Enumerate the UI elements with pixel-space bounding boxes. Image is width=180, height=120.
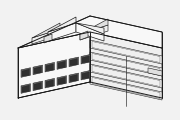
Polygon shape xyxy=(45,62,55,72)
Polygon shape xyxy=(80,19,108,34)
Polygon shape xyxy=(21,68,30,77)
Polygon shape xyxy=(90,76,162,100)
Polygon shape xyxy=(90,40,162,64)
Polygon shape xyxy=(81,54,91,64)
Polygon shape xyxy=(34,83,41,90)
Polygon shape xyxy=(81,70,91,80)
Polygon shape xyxy=(92,53,160,75)
Polygon shape xyxy=(32,23,60,38)
Polygon shape xyxy=(58,77,65,84)
Polygon shape xyxy=(92,77,160,99)
Polygon shape xyxy=(57,60,66,69)
Polygon shape xyxy=(80,25,108,40)
Polygon shape xyxy=(22,85,29,92)
Polygon shape xyxy=(70,59,77,66)
Polygon shape xyxy=(76,23,104,34)
Polygon shape xyxy=(69,57,78,67)
Polygon shape xyxy=(92,41,160,63)
Polygon shape xyxy=(18,16,162,48)
Polygon shape xyxy=(46,80,53,87)
Polygon shape xyxy=(70,75,77,81)
Polygon shape xyxy=(34,66,41,73)
Polygon shape xyxy=(44,34,52,43)
Polygon shape xyxy=(76,23,104,41)
Polygon shape xyxy=(90,52,162,76)
Polygon shape xyxy=(18,32,90,98)
Polygon shape xyxy=(90,32,162,98)
Polygon shape xyxy=(48,17,76,32)
Polygon shape xyxy=(45,78,55,88)
Polygon shape xyxy=(92,65,160,87)
Polygon shape xyxy=(48,23,76,41)
Polygon shape xyxy=(148,68,162,76)
Polygon shape xyxy=(33,81,42,91)
Polygon shape xyxy=(58,61,65,68)
Polygon shape xyxy=(82,72,89,79)
Polygon shape xyxy=(21,84,30,93)
Polygon shape xyxy=(69,73,78,83)
Polygon shape xyxy=(57,76,66,85)
Polygon shape xyxy=(33,65,42,75)
Polygon shape xyxy=(90,64,162,88)
Polygon shape xyxy=(80,31,88,40)
Polygon shape xyxy=(22,69,29,76)
Polygon shape xyxy=(32,29,60,44)
Polygon shape xyxy=(82,56,89,63)
Polygon shape xyxy=(46,64,53,71)
